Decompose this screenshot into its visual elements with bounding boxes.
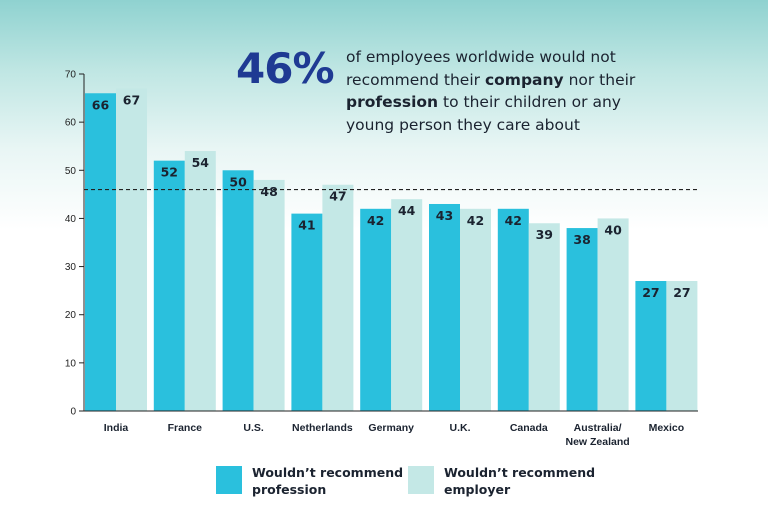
bar-value-label: 54 (192, 155, 210, 170)
bar-value-label: 52 (161, 165, 178, 180)
bar (597, 218, 629, 411)
bar (497, 208, 529, 411)
bar-value-label: 47 (329, 189, 346, 204)
bar-value-label: 42 (367, 213, 384, 228)
bar-value-label: 44 (398, 203, 416, 218)
bar (391, 199, 423, 411)
category-label: Mexico (649, 422, 685, 434)
bar-value-label: 43 (436, 208, 453, 223)
bar (566, 228, 598, 411)
legend: Wouldn’t recommend profession Wouldn’t r… (0, 464, 768, 504)
bar (184, 151, 216, 411)
y-tick-label: 50 (65, 166, 77, 177)
bar-value-label: 39 (536, 227, 553, 242)
bar (222, 170, 254, 411)
category-label: Canada (510, 422, 548, 434)
legend-swatch-profession (216, 466, 242, 494)
category-label: India (104, 422, 129, 434)
category-label: Germany (368, 422, 414, 434)
bar (460, 208, 491, 411)
bar (85, 93, 116, 411)
bar-value-label: 40 (604, 222, 622, 237)
category-label: New Zealand (566, 436, 630, 448)
bar-value-label: 42 (505, 213, 522, 228)
bar-value-label: 50 (229, 174, 247, 189)
y-tick-label: 30 (65, 262, 77, 273)
bar (322, 184, 354, 411)
bar-value-label: 42 (467, 213, 484, 228)
bar (528, 223, 560, 411)
bar-value-label: 41 (298, 218, 315, 233)
y-tick-label: 60 (65, 118, 77, 129)
bar (429, 203, 460, 411)
category-label: U.K. (450, 422, 471, 434)
bar-value-label: 27 (642, 285, 659, 300)
callout-percent: 46% (236, 44, 335, 93)
bar-value-label: 67 (123, 92, 140, 107)
bar (291, 213, 323, 411)
callout-text: of employees worldwide would not recomme… (346, 48, 636, 134)
bar (153, 160, 185, 411)
bar-value-label: 48 (260, 184, 277, 199)
bar (253, 179, 285, 411)
bar (360, 208, 392, 411)
bar (635, 281, 667, 411)
bar-value-label: 27 (673, 285, 690, 300)
y-tick-label: 70 (65, 70, 77, 81)
y-tick-label: 10 (65, 358, 77, 369)
category-label: Australia/ (574, 422, 622, 434)
legend-swatch-employer (408, 466, 434, 494)
bar-value-label: 38 (573, 232, 590, 247)
bar (666, 281, 698, 411)
y-tick-label: 40 (65, 214, 77, 225)
y-tick-label: 0 (70, 407, 76, 418)
bar (116, 88, 147, 411)
legend-label-profession: Wouldn’t recommend profession (252, 465, 404, 497)
bar-value-label: 66 (92, 97, 110, 112)
y-tick-label: 20 (65, 310, 77, 321)
legend-label-employer: Wouldn’t recommend employer (444, 465, 596, 497)
category-label: Netherlands (292, 422, 353, 434)
category-label: France (168, 422, 203, 434)
category-label: U.S. (243, 422, 264, 434)
